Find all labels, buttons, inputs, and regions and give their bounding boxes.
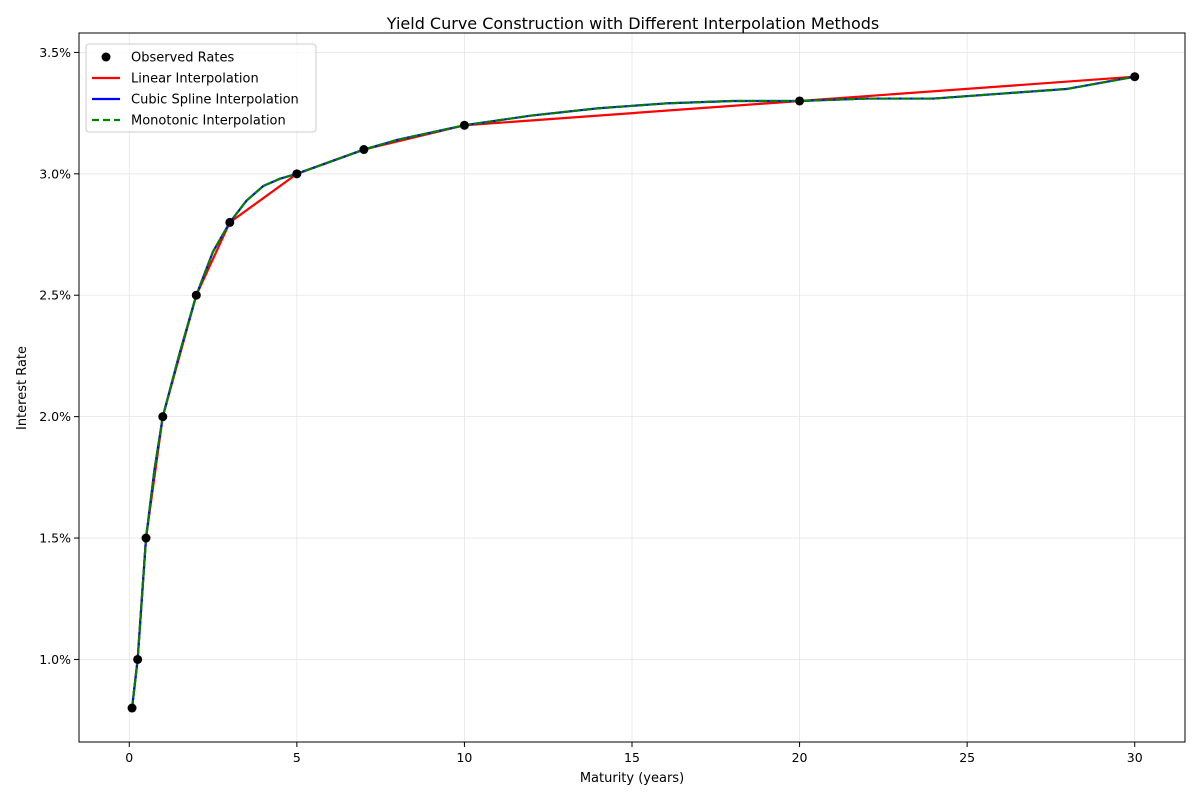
x-tick-label: 30 [1127,750,1143,765]
legend: Observed Rates Linear Interpolation Cubic … [85,43,317,133]
observed-point [225,217,235,227]
y-tick-label: 3.5% [39,45,71,60]
series-line-3 [130,75,1136,710]
y-tick-label: 2.5% [39,288,71,303]
y-axis-ticks: 1.0% 1.5% 2.0% 2.5% 3.0% 3.5% [39,45,79,667]
x-axis-ticks: 0 5 10 15 20 25 30 [125,742,1143,765]
legend-box [85,43,317,133]
series-line-2 [130,75,1136,710]
x-axis-title: Maturity (years) [580,771,684,786]
legend-marker-observed [101,52,111,62]
observed-point [1130,72,1140,82]
y-tick-label: 3.0% [39,166,71,181]
y-axis-title: Interest Rate [15,346,30,430]
y-tick-label: 2.0% [39,409,71,424]
series-lines [130,75,1136,710]
y-tick-label: 1.5% [39,531,71,546]
observed-point [158,412,168,422]
legend-label: Observed Rates [131,51,234,66]
x-tick-label: 20 [792,750,808,765]
x-tick-label: 0 [125,750,133,765]
observed-point [133,654,143,664]
x-tick-label: 15 [624,750,640,765]
observed-point [459,120,469,130]
legend-label: Cubic Spline Interpolation [131,93,299,108]
x-tick-label: 5 [293,750,301,765]
grid-lines [79,33,1185,742]
legend-label: Monotonic Interpolation [131,114,286,129]
observed-points [127,72,1140,713]
observed-point [127,703,137,713]
x-tick-label: 10 [456,750,472,765]
observed-point [359,145,369,155]
observed-point [141,533,151,543]
observed-point [191,290,201,300]
observed-point [795,96,805,106]
y-tick-label: 1.0% [39,652,71,667]
chart-title: Yield Curve Construction with Different … [386,14,880,33]
observed-point [292,169,302,179]
x-tick-label: 25 [959,750,975,765]
series-line-1 [130,75,1136,710]
legend-label: Linear Interpolation [131,72,259,87]
